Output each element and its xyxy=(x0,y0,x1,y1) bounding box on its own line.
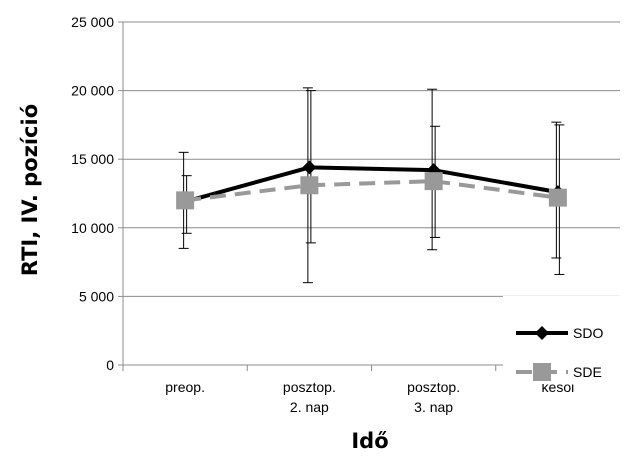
y-tick-label: 0 xyxy=(106,357,114,373)
series-line-sde xyxy=(184,179,559,203)
data-point-sde xyxy=(424,172,443,191)
y-tick-labels: 0 5 000 10 000 15 000 20 000 25 000 xyxy=(71,14,114,373)
x-tick-label: posztop. 3. nap xyxy=(407,379,460,415)
legend-marker-sdo xyxy=(535,326,549,340)
legend-background xyxy=(503,296,621,384)
y-axis-title: RTI, IV. pozíció xyxy=(18,104,42,276)
legend: SDO SDE xyxy=(516,325,603,381)
y-tick-label: 25 000 xyxy=(71,14,114,30)
x-axis-title: Idő xyxy=(351,429,388,453)
data-point-sde xyxy=(300,176,319,195)
error-bars xyxy=(178,87,565,284)
legend-label-sdo: SDO xyxy=(573,325,603,341)
series-lines xyxy=(184,165,559,204)
y-tick-label: 20 000 xyxy=(71,83,114,99)
data-point-sde xyxy=(548,188,567,207)
x-tick-label: preop. xyxy=(165,379,205,395)
legend-label-sde: SDE xyxy=(573,364,602,380)
data-point-sdo xyxy=(302,160,317,175)
legend-marker-sde xyxy=(533,363,551,381)
series-line-sdo xyxy=(184,165,559,204)
grid-lines xyxy=(123,21,620,297)
x-tick-label: posztop. 2. nap xyxy=(283,379,336,415)
y-tick-label: 15 000 xyxy=(71,151,114,167)
data-point-sde xyxy=(176,191,195,210)
y-tick-label: 10 000 xyxy=(71,220,114,236)
series-markers xyxy=(176,160,567,210)
y-tick-label: 5 000 xyxy=(79,288,114,304)
